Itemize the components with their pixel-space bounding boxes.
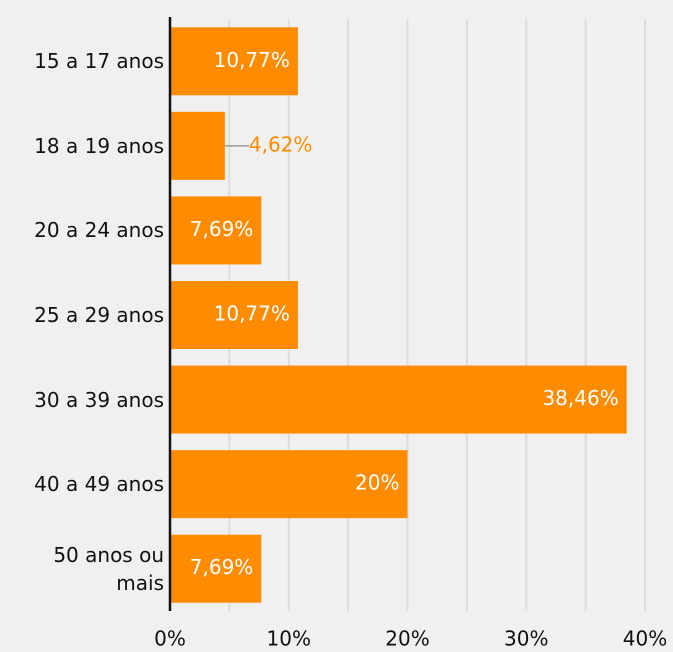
- y-tick-label: 18 a 19 anos: [34, 133, 164, 158]
- y-tick-label: 50 anos ou mais: [53, 542, 164, 595]
- bar: [170, 27, 298, 96]
- value-label: 10,77%: [214, 48, 290, 72]
- value-label: 4,62%: [249, 132, 313, 156]
- x-tick-label: 40%: [623, 627, 667, 651]
- x-tick-label: 30%: [504, 627, 548, 651]
- bar: [170, 534, 262, 603]
- y-tick-label: 20 a 24 anos: [34, 218, 164, 243]
- x-tick-label: 0%: [154, 627, 186, 651]
- x-tick-label: 10%: [267, 627, 311, 651]
- bar: [170, 281, 298, 349]
- bar: [170, 450, 408, 519]
- value-label: 38,46%: [542, 386, 618, 410]
- value-label: 7,69%: [190, 217, 254, 241]
- value-label: 20%: [355, 471, 399, 495]
- bar: [170, 111, 225, 180]
- y-tick-label: 30 a 39 anos: [34, 387, 164, 412]
- y-tick-label: 15 a 17 anos: [34, 49, 164, 74]
- y-tick-label: 25 a 29 anos: [34, 303, 164, 327]
- bar: [170, 196, 262, 265]
- value-label: 10,77%: [214, 302, 290, 326]
- bar: [170, 365, 627, 434]
- value-label: 7,69%: [190, 555, 254, 579]
- x-tick-label: 20%: [385, 627, 429, 651]
- y-tick-label: 40 a 49 anos: [34, 472, 164, 497]
